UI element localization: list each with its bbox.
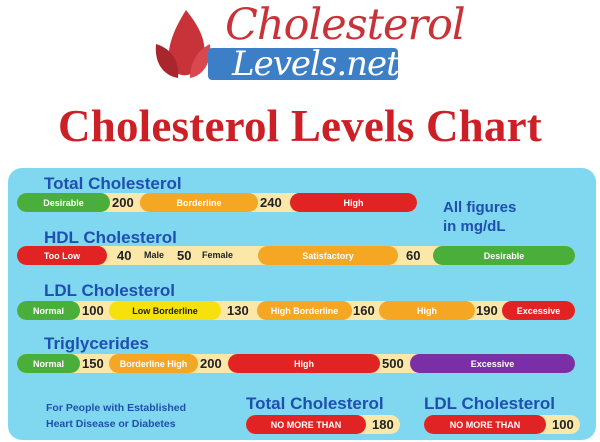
ldl-high-borderline-segment: High Borderline bbox=[257, 301, 352, 320]
ldl-high-segment: High bbox=[379, 301, 475, 320]
units-note-line1: All figures bbox=[443, 199, 517, 216]
total-cholesterol-header: Total Cholesterol bbox=[44, 174, 182, 193]
heart-note-line1: For People with Established bbox=[46, 402, 187, 414]
heart-ldl-cholesterol-header: LDL Cholesterol bbox=[424, 394, 555, 413]
heart-disease-note: For People with Established Heart Diseas… bbox=[46, 400, 186, 432]
ldl-threshold-100: 100 bbox=[82, 303, 104, 318]
hdl-cholesterol-header: HDL Cholesterol bbox=[44, 228, 177, 247]
ldl-threshold-160: 160 bbox=[353, 303, 375, 318]
hdl-cholesterol-bar: Too Low 40 Male 50 Female Satisfactory 6… bbox=[17, 246, 575, 265]
heart-total-cholesterol-header: Total Cholesterol bbox=[246, 394, 384, 413]
hdl-threshold-60: 60 bbox=[406, 248, 421, 263]
hdl-desirable-segment: Desirable bbox=[433, 246, 575, 265]
heart-total-bar: NO MORE THAN 180 bbox=[246, 415, 400, 434]
heart-total-value: 180 bbox=[372, 417, 394, 432]
ldl-excessive-segment: Excessive bbox=[502, 301, 575, 320]
hdl-threshold-40: 40 bbox=[117, 248, 132, 263]
logo-band bbox=[208, 48, 398, 80]
hdl-female-label: Female bbox=[202, 250, 234, 260]
hdl-threshold-50: 50 bbox=[177, 248, 192, 263]
heart-ldl-bar: NO MORE THAN 100 bbox=[424, 415, 580, 434]
trig-threshold-200: 200 bbox=[200, 356, 222, 371]
total-borderline-segment: Borderline bbox=[140, 193, 258, 212]
trig-borderline-high-segment: Borderline High bbox=[109, 354, 198, 373]
hdl-male-label: Male bbox=[144, 250, 165, 260]
ldl-cholesterol-bar: Normal 100 Low Borderline 130 High Borde… bbox=[17, 301, 575, 320]
units-note-line2: in mg/dL bbox=[443, 218, 506, 235]
ldl-low-borderline-segment: Low Borderline bbox=[109, 301, 221, 320]
trig-excessive-segment: Excessive bbox=[410, 354, 575, 373]
ldl-threshold-190: 190 bbox=[476, 303, 498, 318]
ldl-cholesterol-header: LDL Cholesterol bbox=[44, 281, 175, 300]
total-threshold-200: 200 bbox=[112, 195, 134, 210]
drop-leaf-logo-icon bbox=[155, 10, 211, 78]
hdl-too-low-segment: Too Low bbox=[17, 246, 107, 265]
site-logo[interactable]: Cholesterol Levels.net bbox=[148, 0, 466, 92]
logo-subtitle: Levels.net bbox=[232, 44, 400, 84]
trig-threshold-500: 500 bbox=[382, 356, 404, 371]
trig-threshold-150: 150 bbox=[82, 356, 104, 371]
total-desirable-segment: Desirable bbox=[17, 193, 110, 212]
ldl-threshold-130: 130 bbox=[227, 303, 249, 318]
triglycerides-header: Triglycerides bbox=[44, 334, 149, 353]
heart-ldl-value: 100 bbox=[552, 417, 574, 432]
total-cholesterol-bar: Desirable 200 Borderline 240 High bbox=[17, 193, 417, 212]
ldl-normal-segment: Normal bbox=[17, 301, 80, 320]
heart-ldl-limit-segment: NO MORE THAN bbox=[424, 415, 546, 434]
total-threshold-240: 240 bbox=[260, 195, 282, 210]
heart-note-line2: Heart Disease or Diabetes bbox=[46, 418, 176, 430]
logo-wordmark: Cholesterol bbox=[225, 0, 466, 50]
total-high-segment: High bbox=[290, 193, 417, 212]
page-title: Cholesterol Levels Chart bbox=[58, 101, 542, 151]
trig-high-segment: High bbox=[228, 354, 380, 373]
heart-total-limit-segment: NO MORE THAN bbox=[246, 415, 366, 434]
trig-normal-segment: Normal bbox=[17, 354, 80, 373]
hdl-satisfactory-segment: Satisfactory bbox=[258, 246, 398, 265]
triglycerides-bar: Normal 150 Borderline High 200 High 500 … bbox=[17, 354, 575, 373]
units-note: All figures in mg/dL bbox=[443, 198, 516, 236]
